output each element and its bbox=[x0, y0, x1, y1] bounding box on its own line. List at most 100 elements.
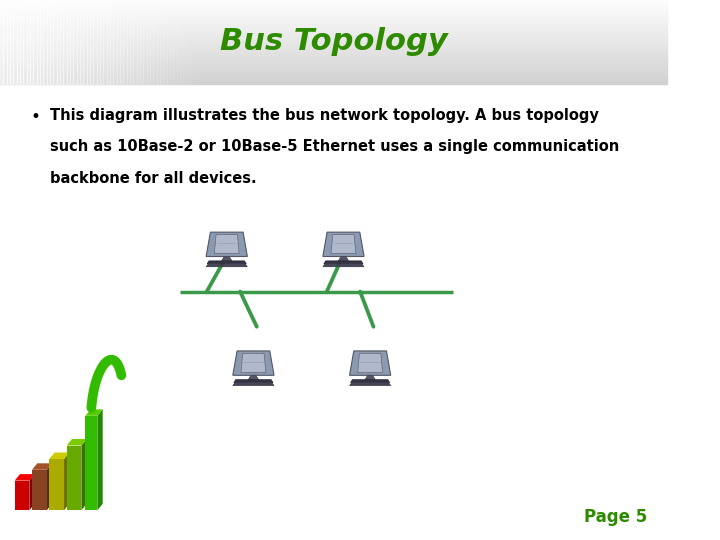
Bar bbox=[0, 8, 667, 9]
Bar bbox=[53, 0, 57, 84]
Bar bbox=[96, 0, 100, 84]
Bar bbox=[0, 20, 667, 21]
Bar bbox=[0, 28, 667, 29]
Bar bbox=[14, 481, 30, 510]
Bar bbox=[0, 46, 667, 47]
Bar bbox=[0, 78, 667, 79]
Text: Bus Topology: Bus Topology bbox=[220, 26, 447, 56]
Polygon shape bbox=[331, 234, 356, 254]
Polygon shape bbox=[47, 463, 52, 510]
Bar bbox=[0, 9, 667, 10]
Bar bbox=[0, 80, 667, 81]
Bar bbox=[150, 0, 153, 84]
Polygon shape bbox=[323, 264, 364, 267]
Polygon shape bbox=[81, 439, 86, 510]
Polygon shape bbox=[365, 375, 375, 380]
Bar bbox=[0, 64, 667, 65]
Bar bbox=[10, 0, 14, 84]
Bar bbox=[67, 446, 81, 510]
Text: such as 10Base-2 or 10Base-5 Ethernet uses a single communication: such as 10Base-2 or 10Base-5 Ethernet us… bbox=[50, 139, 619, 154]
Polygon shape bbox=[241, 353, 266, 373]
Bar bbox=[50, 0, 53, 84]
Bar bbox=[86, 0, 90, 84]
Bar bbox=[0, 76, 667, 77]
Bar bbox=[0, 81, 667, 82]
Polygon shape bbox=[86, 409, 103, 416]
Bar bbox=[0, 15, 667, 16]
Bar bbox=[17, 0, 20, 84]
Bar bbox=[0, 10, 667, 11]
Bar bbox=[0, 56, 667, 57]
Polygon shape bbox=[248, 375, 258, 380]
Bar bbox=[0, 11, 667, 12]
Bar bbox=[113, 0, 117, 84]
Bar bbox=[160, 0, 163, 84]
Polygon shape bbox=[351, 380, 390, 383]
Bar bbox=[0, 2, 667, 3]
Bar bbox=[6, 0, 10, 84]
Bar bbox=[0, 71, 667, 72]
Bar bbox=[0, 29, 667, 30]
Bar bbox=[0, 1, 667, 2]
Bar bbox=[32, 470, 47, 510]
Bar bbox=[80, 0, 84, 84]
Bar bbox=[107, 0, 110, 84]
Bar bbox=[37, 0, 40, 84]
Bar bbox=[143, 0, 147, 84]
Bar bbox=[27, 0, 30, 84]
Polygon shape bbox=[233, 351, 274, 375]
Bar bbox=[0, 42, 667, 43]
Bar bbox=[0, 19, 667, 20]
Bar bbox=[30, 0, 33, 84]
Bar bbox=[0, 67, 667, 68]
Polygon shape bbox=[349, 351, 391, 375]
Bar bbox=[0, 32, 667, 33]
Bar bbox=[186, 0, 190, 84]
Bar bbox=[40, 0, 43, 84]
Bar bbox=[0, 65, 667, 66]
Text: •: • bbox=[30, 108, 40, 126]
Bar bbox=[0, 3, 667, 4]
Bar bbox=[0, 23, 667, 24]
Bar bbox=[14, 0, 17, 84]
Bar bbox=[133, 0, 137, 84]
Bar bbox=[110, 0, 113, 84]
Bar bbox=[0, 63, 667, 64]
Polygon shape bbox=[233, 383, 274, 386]
Polygon shape bbox=[215, 234, 239, 254]
Bar bbox=[43, 0, 47, 84]
Bar bbox=[163, 0, 167, 84]
Bar bbox=[174, 0, 176, 84]
Bar bbox=[0, 72, 667, 73]
Bar bbox=[0, 59, 667, 60]
Bar bbox=[0, 34, 667, 35]
Bar bbox=[50, 459, 64, 510]
Polygon shape bbox=[350, 383, 391, 386]
Bar bbox=[0, 12, 667, 14]
Bar bbox=[57, 0, 60, 84]
Bar bbox=[0, 60, 667, 62]
Bar bbox=[0, 43, 667, 44]
Bar bbox=[67, 0, 70, 84]
Bar bbox=[0, 58, 667, 59]
Bar bbox=[100, 0, 104, 84]
Polygon shape bbox=[338, 256, 348, 261]
Bar bbox=[120, 0, 123, 84]
Bar bbox=[153, 0, 157, 84]
Polygon shape bbox=[14, 474, 35, 481]
Bar bbox=[0, 16, 667, 17]
Bar bbox=[104, 0, 107, 84]
Bar bbox=[137, 0, 140, 84]
Bar bbox=[0, 37, 667, 38]
Bar bbox=[0, 40, 667, 41]
Polygon shape bbox=[207, 261, 246, 264]
Bar bbox=[94, 0, 96, 84]
Bar bbox=[0, 51, 667, 52]
Bar bbox=[0, 44, 667, 45]
Polygon shape bbox=[97, 409, 103, 510]
Bar bbox=[0, 53, 667, 55]
Bar bbox=[0, 26, 667, 27]
Polygon shape bbox=[64, 453, 69, 510]
Bar bbox=[4, 0, 6, 84]
Bar bbox=[0, 70, 667, 71]
